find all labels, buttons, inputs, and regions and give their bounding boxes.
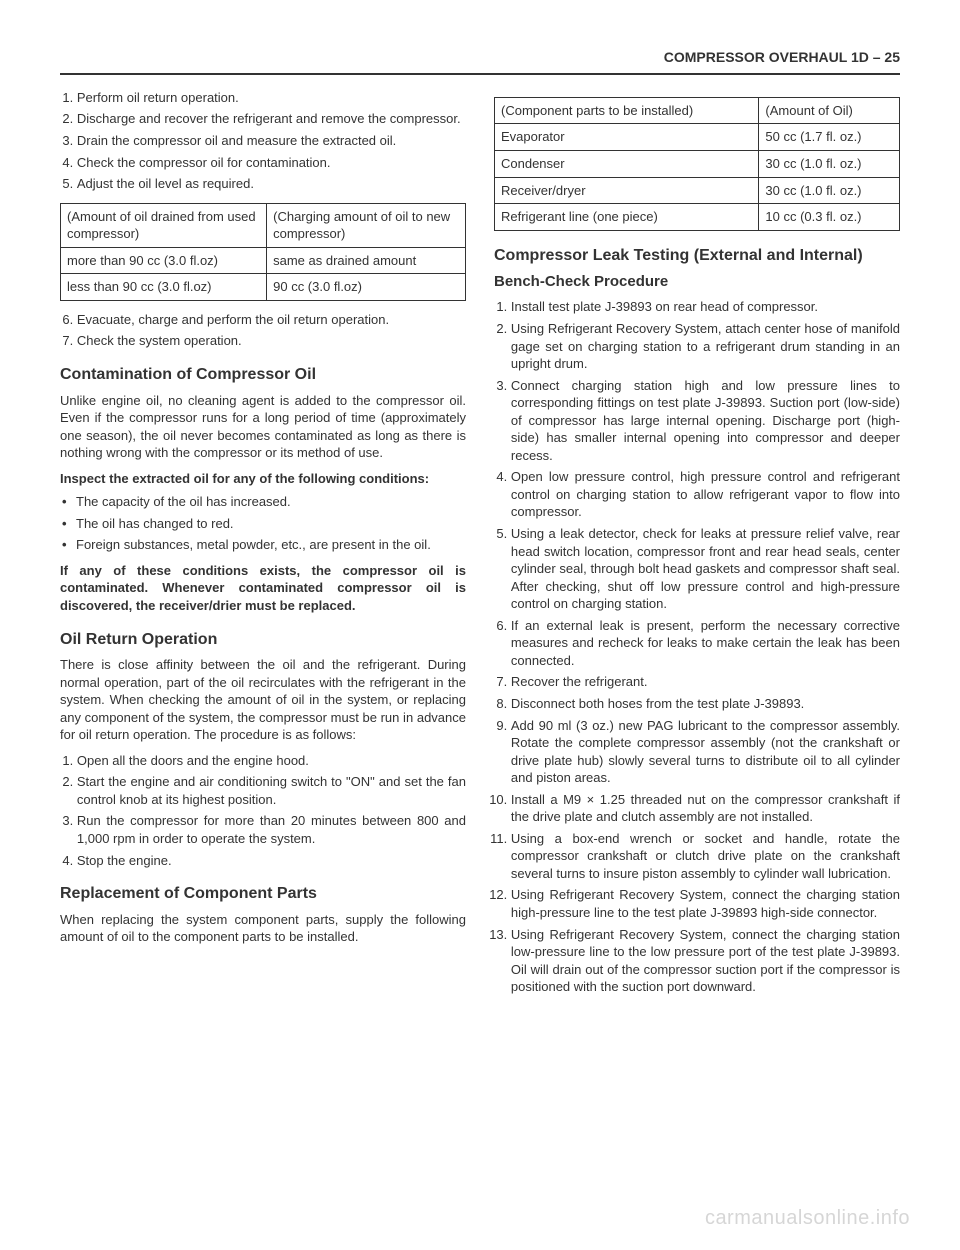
mid-steps: Evacuate, charge and perform the oil ret…	[60, 311, 466, 350]
list-item: Install test plate J-39893 on rear head …	[511, 298, 900, 316]
top-steps: Perform oil return operation. Discharge …	[60, 89, 466, 193]
content-columns: Perform oil return operation. Discharge …	[60, 89, 900, 1006]
list-item: Open low pressure control, high pressure…	[511, 468, 900, 521]
table-row: Refrigerant line (one piece) 10 cc (0.3 …	[495, 204, 900, 231]
table-row: (Amount of oil drained from used compres…	[61, 203, 466, 247]
list-item: Using Refrigerant Recovery System, conne…	[511, 926, 900, 996]
table-cell: more than 90 cc (3.0 fl.oz)	[61, 247, 267, 274]
table-cell: (Amount of oil drained from used compres…	[61, 203, 267, 247]
table-row: more than 90 cc (3.0 fl.oz) same as drai…	[61, 247, 466, 274]
bench-check-heading: Bench-Check Procedure	[494, 272, 900, 292]
list-item: Connect charging station high and low pr…	[511, 377, 900, 465]
bold-text: If any of these conditions exists, the c…	[60, 562, 466, 615]
list-item: Foreign substances, metal powder, etc., …	[60, 536, 466, 554]
table-cell: Refrigerant line (one piece)	[495, 204, 759, 231]
table-row: Receiver/dryer 30 cc (1.0 fl. oz.)	[495, 177, 900, 204]
table-row: Evaporator 50 cc (1.7 fl. oz.)	[495, 124, 900, 151]
list-item: The capacity of the oil has increased.	[60, 493, 466, 511]
list-item: Disconnect both hoses from the test plat…	[511, 695, 900, 713]
table-cell: 50 cc (1.7 fl. oz.)	[759, 124, 900, 151]
list-item: Install a M9 × 1.25 threaded nut on the …	[511, 791, 900, 826]
list-item: Check the compressor oil for contaminati…	[77, 154, 466, 172]
body-text: When replacing the system component part…	[60, 911, 466, 946]
list-item: Discharge and recover the refrigerant an…	[77, 110, 466, 128]
table-cell: Evaporator	[495, 124, 759, 151]
oil-return-steps: Open all the doors and the engine hood. …	[60, 752, 466, 869]
leak-testing-heading: Compressor Leak Testing (External and In…	[494, 245, 900, 267]
table-cell: Condenser	[495, 150, 759, 177]
list-item: If an external leak is present, perform …	[511, 617, 900, 670]
list-item: Recover the refrigerant.	[511, 673, 900, 691]
list-item: Start the engine and air conditioning sw…	[77, 773, 466, 808]
table-cell: (Charging amount of oil to new compresso…	[267, 203, 466, 247]
oil-amount-table: (Amount of oil drained from used compres…	[60, 203, 466, 301]
oil-return-heading: Oil Return Operation	[60, 629, 466, 651]
list-item: Open all the doors and the engine hood.	[77, 752, 466, 770]
bold-text: Inspect the extracted oil for any of the…	[60, 470, 466, 488]
table-cell: same as drained amount	[267, 247, 466, 274]
list-item: Stop the engine.	[77, 852, 466, 870]
watermark: carmanualsonline.info	[705, 1205, 910, 1232]
table-cell: 30 cc (1.0 fl. oz.)	[759, 150, 900, 177]
table-cell: (Component parts to be installed)	[495, 97, 759, 124]
page-header: COMPRESSOR OVERHAUL 1D – 25	[60, 48, 900, 75]
list-item: Add 90 ml (3 oz.) new PAG lubricant to t…	[511, 717, 900, 787]
body-text: Unlike engine oil, no cleaning agent is …	[60, 392, 466, 462]
list-item: Using a leak detector, check for leaks a…	[511, 525, 900, 613]
body-text: There is close affinity between the oil …	[60, 656, 466, 744]
list-item: Evacuate, charge and perform the oil ret…	[77, 311, 466, 329]
table-cell: 90 cc (3.0 fl.oz)	[267, 274, 466, 301]
replacement-heading: Replacement of Component Parts	[60, 883, 466, 905]
left-column: Perform oil return operation. Discharge …	[60, 89, 466, 1006]
list-item: Adjust the oil level as required.	[77, 175, 466, 193]
table-cell: Receiver/dryer	[495, 177, 759, 204]
list-item: Using a box-end wrench or socket and han…	[511, 830, 900, 883]
list-item: Perform oil return operation.	[77, 89, 466, 107]
table-cell: less than 90 cc (3.0 fl.oz)	[61, 274, 267, 301]
table-row: (Component parts to be installed) (Amoun…	[495, 97, 900, 124]
table-cell: (Amount of Oil)	[759, 97, 900, 124]
list-item: Drain the compressor oil and measure the…	[77, 132, 466, 150]
list-item: The oil has changed to red.	[60, 515, 466, 533]
table-cell: 10 cc (0.3 fl. oz.)	[759, 204, 900, 231]
contamination-heading: Contamination of Compressor Oil	[60, 364, 466, 386]
component-oil-table: (Component parts to be installed) (Amoun…	[494, 97, 900, 231]
list-item: Run the compressor for more than 20 minu…	[77, 812, 466, 847]
bench-check-steps: Install test plate J-39893 on rear head …	[494, 298, 900, 995]
list-item: Using Refrigerant Recovery System, attac…	[511, 320, 900, 373]
list-item: Check the system operation.	[77, 332, 466, 350]
table-cell: 30 cc (1.0 fl. oz.)	[759, 177, 900, 204]
inspect-bullets: The capacity of the oil has increased. T…	[60, 493, 466, 554]
table-row: Condenser 30 cc (1.0 fl. oz.)	[495, 150, 900, 177]
list-item: Using Refrigerant Recovery System, conne…	[511, 886, 900, 921]
right-column: (Component parts to be installed) (Amoun…	[494, 89, 900, 1006]
table-row: less than 90 cc (3.0 fl.oz) 90 cc (3.0 f…	[61, 274, 466, 301]
